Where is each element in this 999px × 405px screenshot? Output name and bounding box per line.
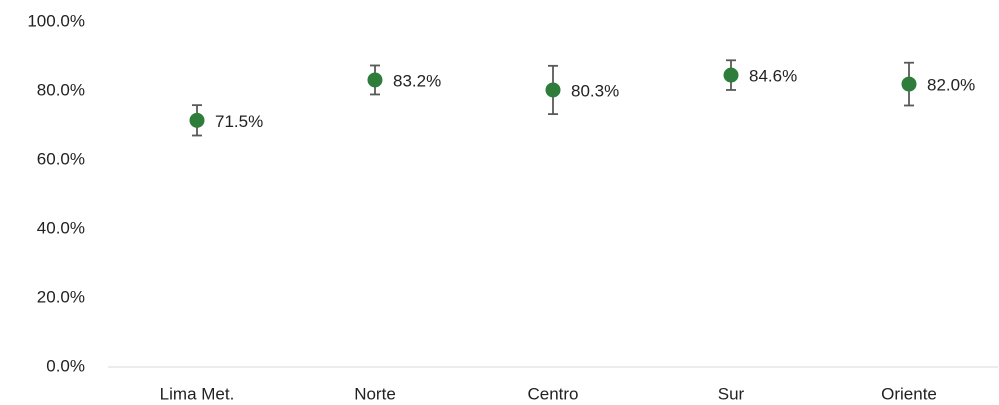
- value-label: 83.2%: [393, 71, 441, 90]
- point: [723, 67, 739, 83]
- x-tick-label: Norte: [354, 384, 396, 403]
- x-tick-label: Oriente: [881, 384, 937, 403]
- y-tick-label: 20.0%: [37, 287, 85, 306]
- value-label: 71.5%: [215, 112, 263, 131]
- point: [367, 72, 383, 88]
- x-tick-label: Sur: [718, 384, 745, 403]
- y-tick-label: 100.0%: [27, 11, 85, 30]
- y-tick-label: 60.0%: [37, 149, 85, 168]
- y-tick-label: 40.0%: [37, 218, 85, 237]
- x-tick-label: Centro: [527, 384, 578, 403]
- value-label: 80.3%: [571, 81, 619, 100]
- value-label: 82.0%: [927, 76, 975, 95]
- point: [189, 112, 205, 128]
- x-tick-label: Lima Met.: [160, 384, 235, 403]
- point: [545, 82, 561, 98]
- y-tick-label: 0.0%: [46, 356, 85, 375]
- point: [901, 76, 917, 92]
- value-label: 84.6%: [749, 67, 797, 86]
- y-tick-label: 80.0%: [37, 80, 85, 99]
